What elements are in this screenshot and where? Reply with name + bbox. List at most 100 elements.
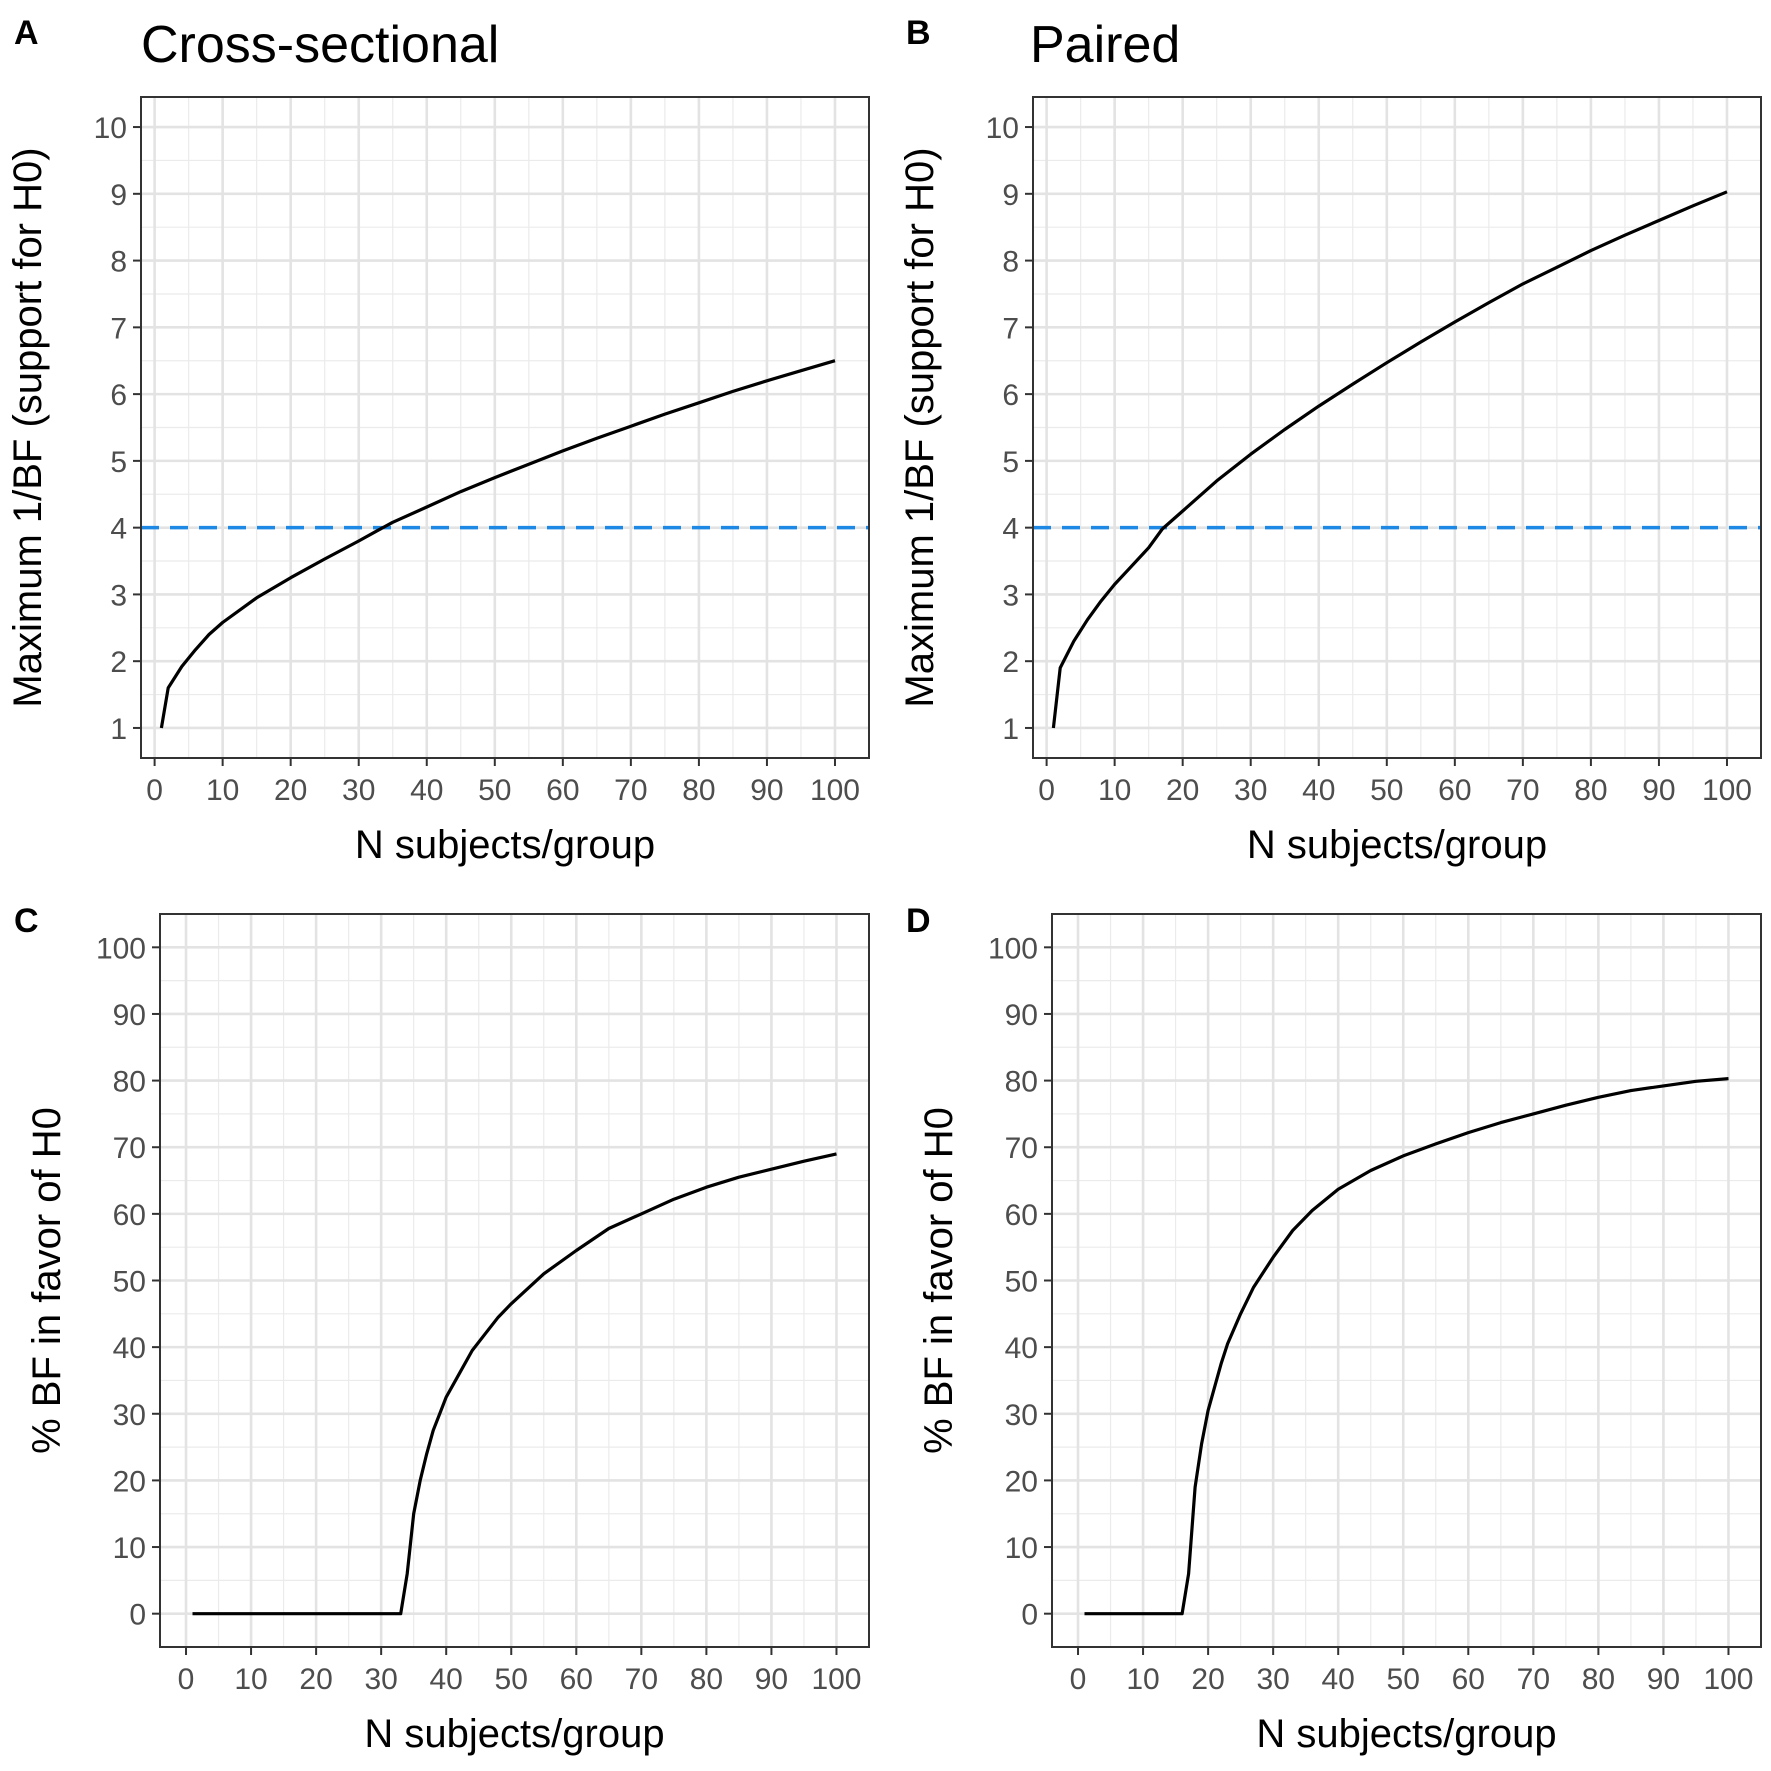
- panel-c-y-tick-label: 30: [113, 1399, 146, 1432]
- panel-a-y-tick-label: 1: [110, 713, 127, 746]
- panel-c-x-tick-label: 50: [495, 1663, 528, 1696]
- panel-a-y-tick-label: 9: [110, 179, 127, 212]
- panel-b-x-tick-label: 20: [1166, 774, 1199, 807]
- panel-b-x-tick-label: 90: [1642, 774, 1675, 807]
- panel-a-x-tick-label: 100: [810, 774, 860, 807]
- panel-d-x-tick-label: 20: [1191, 1663, 1224, 1696]
- panel-b-x-tick-label: 70: [1506, 774, 1539, 807]
- panel-d-x-tick-label: 40: [1322, 1663, 1355, 1696]
- panel-d-y-tick-label: 20: [1005, 1465, 1038, 1498]
- panel-d-y-tick-label: 30: [1005, 1399, 1038, 1432]
- panel-d-y-tick-label: 100: [988, 932, 1038, 965]
- panel-a-border: [140, 96, 870, 759]
- panel-d-tag: D: [906, 902, 931, 940]
- panel-c-y-tick-label: 10: [113, 1532, 146, 1565]
- panel-c-y-tick-label: 80: [113, 1066, 146, 1099]
- panel-c-x-tick-label: 80: [690, 1663, 723, 1696]
- panel-a-x-tick-label: 80: [682, 774, 715, 807]
- panel-d-x-tick-label: 10: [1126, 1663, 1159, 1696]
- panel-a-x-tick-label: 70: [614, 774, 647, 807]
- panel-d-y-tick-label: 50: [1005, 1266, 1038, 1299]
- panel-b-y-tick-label: 2: [1002, 646, 1019, 679]
- panel-d-x-tick-label: 50: [1387, 1663, 1420, 1696]
- panel-d-x-tick-label: 30: [1256, 1663, 1289, 1696]
- panel-b-y-tick-label: 5: [1002, 446, 1019, 479]
- panel-b-y-tick-label: 4: [1002, 513, 1019, 546]
- panel-c-y-tick-label: 60: [113, 1199, 146, 1232]
- panel-c-tag: C: [14, 902, 39, 940]
- panel-b-x-tick-label: 0: [1038, 774, 1055, 807]
- panel-c-y-tick-label: 40: [113, 1332, 146, 1365]
- panel-b-title: Paired: [1030, 16, 1180, 74]
- panel-c-y-tick-label: 20: [113, 1465, 146, 1498]
- panel-c-x-tick-label: 100: [811, 1663, 861, 1696]
- panel-a-y-axis-title: Maximum 1/BF (support for H0): [6, 147, 50, 707]
- panel-d-y-tick-label: 60: [1005, 1199, 1038, 1232]
- panel-c-x-tick-label: 0: [178, 1663, 195, 1696]
- panel-d-y-tick-label: 0: [1021, 1599, 1038, 1632]
- panel-c-x-tick-label: 60: [560, 1663, 593, 1696]
- panel-d-y-tick-label: 90: [1005, 999, 1038, 1032]
- panel-c-x-axis-title: N subjects/group: [364, 1712, 664, 1756]
- panel-b-series-line: [1051, 190, 1728, 729]
- panel-a-x-tick-label: 30: [342, 774, 375, 807]
- panel-d-y-tick-label: 10: [1005, 1532, 1038, 1565]
- panel-a-tag: A: [14, 14, 39, 52]
- panel-c-x-tick-label: 70: [625, 1663, 658, 1696]
- panel-d-x-tick-label: 60: [1452, 1663, 1485, 1696]
- panel-b-x-tick-label: 30: [1234, 774, 1267, 807]
- panel-d-y-tick-label: 80: [1005, 1066, 1038, 1099]
- panel-b-x-tick-label: 60: [1438, 774, 1471, 807]
- panel-a-x-tick-label: 60: [546, 774, 579, 807]
- panel-c-x-tick-label: 10: [234, 1663, 267, 1696]
- panel-a-x-tick-label: 20: [274, 774, 307, 807]
- panel-b-x-tick-label: 100: [1702, 774, 1752, 807]
- panel-d-x-tick-label: 80: [1582, 1663, 1615, 1696]
- panel-a-x-tick-label: 40: [410, 774, 443, 807]
- panel-a-x-tick-label: 0: [146, 774, 163, 807]
- panel-b-y-tick-label: 1: [1002, 713, 1019, 746]
- panel-b-y-tick-label: 3: [1002, 579, 1019, 612]
- panel-c-y-tick-label: 0: [129, 1599, 146, 1632]
- panel-c-x-tick-label: 20: [299, 1663, 332, 1696]
- panel-b-x-tick-label: 10: [1098, 774, 1131, 807]
- panel-d-x-tick-label: 70: [1517, 1663, 1550, 1696]
- panel-c-y-tick-label: 100: [96, 932, 146, 965]
- panel-a-y-tick-label: 5: [110, 446, 127, 479]
- panel-b-border: [1032, 96, 1762, 759]
- panel-c-x-tick-label: 30: [364, 1663, 397, 1696]
- panel-b-y-tick-label: 6: [1002, 379, 1019, 412]
- panel-a-y-tick-label: 6: [110, 379, 127, 412]
- panel-d-y-axis-title: % BF in favor of H0: [917, 1107, 961, 1454]
- panel-a-y-tick-label: 3: [110, 579, 127, 612]
- panel-c-x-tick-label: 90: [755, 1663, 788, 1696]
- panel-a-y-tick-label: 7: [110, 312, 127, 345]
- panel-c-y-axis-title: % BF in favor of H0: [25, 1107, 69, 1454]
- panel-d-x-tick-label: 100: [1703, 1663, 1753, 1696]
- panel-b-y-tick-label: 10: [986, 112, 1019, 145]
- panel-a-y-tick-label: 2: [110, 646, 127, 679]
- panel-a-y-tick-label: 10: [94, 112, 127, 145]
- panel-b-x-axis-title: N subjects/group: [1247, 823, 1547, 867]
- panel-c-y-tick-label: 50: [113, 1266, 146, 1299]
- panel-b-x-tick-label: 50: [1370, 774, 1403, 807]
- panel-b-y-tick-label: 8: [1002, 246, 1019, 279]
- panel-a-x-tick-label: 90: [750, 774, 783, 807]
- panel-d-y-tick-label: 70: [1005, 1132, 1038, 1165]
- panel-c-series-line: [192, 1152, 837, 1616]
- panel-d-x-axis-title: N subjects/group: [1256, 1712, 1556, 1756]
- panel-d-x-tick-label: 0: [1070, 1663, 1087, 1696]
- panel-d-series-line: [1084, 1077, 1729, 1616]
- panel-c-y-tick-label: 90: [113, 999, 146, 1032]
- panel-a-title: Cross-sectional: [141, 16, 499, 74]
- panel-c-x-tick-label: 40: [430, 1663, 463, 1696]
- panel-b-y-tick-label: 9: [1002, 179, 1019, 212]
- panel-b-x-tick-label: 40: [1302, 774, 1335, 807]
- panel-a-x-tick-label: 50: [478, 774, 511, 807]
- panel-b-y-axis-title: Maximum 1/BF (support for H0): [898, 147, 942, 707]
- panel-b-tag: B: [906, 14, 931, 52]
- panel-a-x-tick-label: 10: [206, 774, 239, 807]
- panel-d-y-tick-label: 40: [1005, 1332, 1038, 1365]
- panel-b-x-tick-label: 80: [1574, 774, 1607, 807]
